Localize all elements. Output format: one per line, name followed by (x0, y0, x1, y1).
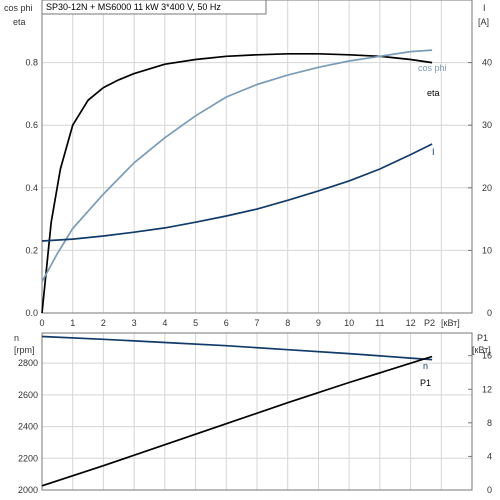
y-right-tick-label: 8 (487, 418, 492, 428)
y-left-tick-label: 0.4 (25, 183, 38, 193)
x-tick-label: 3 (132, 318, 137, 328)
title-box (41, 0, 267, 15)
series-label-p1: P1 (420, 378, 431, 388)
y-right-tick-label: 16 (482, 351, 492, 361)
y-right-tick-label: 0 (487, 485, 492, 495)
bottom-left-axis-label-2: [rpm] (14, 345, 35, 355)
x-tick-label: 2 (101, 318, 106, 328)
chart-title: SP30-12N + MS6000 11 kW 3*400 V, 50 Hz (46, 2, 221, 12)
y-right-tick-label: 4 (487, 451, 492, 461)
series-line-eta (41, 52, 433, 314)
x-axis-unit: [кВт] (441, 318, 460, 328)
y-left-tick-label: 2400 (18, 422, 38, 432)
bottom-chart-panel: n [rpm] P1 [кВт] 2000 2200 2400 2600 2800 0 4 8… (14, 332, 492, 495)
series-line-cos-phi (41, 49, 433, 283)
series-label-i: I (432, 147, 435, 157)
top-left-axis-label-2: eta (13, 17, 26, 27)
x-tick-label: 7 (254, 318, 259, 328)
y-left-tick-label: 0.6 (25, 120, 38, 130)
x-axis-label: P2 (424, 318, 435, 328)
bottom-right-axis-label-1: P1 (477, 333, 488, 343)
y-right-tick-label: 40 (482, 58, 492, 68)
x-tick-label: 10 (344, 318, 354, 328)
bottom-right-axis-label-2: [кВт] (472, 345, 491, 355)
bottom-tick-labels: 2000 2200 2400 2600 2800 0 4 8 12 16 (18, 351, 492, 495)
series-label-cos-phi: cos phi (418, 63, 447, 73)
y-left-tick-label: 0.2 (25, 245, 38, 255)
x-tick-label: 0 (39, 318, 44, 328)
x-tick-label: 5 (193, 318, 198, 328)
y-right-tick-label: 0 (487, 308, 492, 318)
x-tick-label: 12 (406, 318, 416, 328)
bottom-series-lines: n P1 (41, 335, 433, 487)
y-left-tick-label: 2200 (18, 453, 38, 463)
y-left-tick-label: 2000 (18, 485, 38, 495)
x-tick-label: 8 (285, 318, 290, 328)
x-tick-label: 4 (162, 318, 167, 328)
series-line-p1 (41, 355, 433, 487)
bottom-left-axis-label-1: n (14, 333, 19, 343)
x-tick-label: 11 (375, 318, 384, 328)
y-right-tick-label: 30 (482, 120, 492, 130)
y-right-tick-label: 12 (482, 384, 492, 394)
x-tick-label: 1 (70, 318, 75, 328)
series-label-eta: eta (427, 88, 440, 98)
top-series-lines: eta cos phi I (41, 49, 447, 314)
top-right-axis-label-1: I (483, 3, 486, 13)
y-left-tick-label: 2600 (18, 390, 38, 400)
y-left-tick-label: 2800 (18, 358, 38, 368)
top-left-axis-label-1: cos phi (4, 3, 33, 13)
x-tick-label: 6 (224, 318, 229, 328)
x-tick-label: 9 (316, 318, 321, 328)
top-plot-frame (41, 0, 473, 314)
top-chart-panel: SP30-12N + MS6000 11 kW 3*400 V, 50 Hz c… (4, 0, 492, 328)
y-left-tick-label: 0.8 (25, 58, 38, 68)
y-right-tick-label: 10 (482, 245, 492, 255)
series-line-i (41, 143, 433, 242)
bottom-plot-frame (41, 332, 473, 491)
y-left-tick-label: 0.0 (25, 308, 38, 318)
series-label-n: n (423, 361, 428, 371)
series-line-n (41, 335, 433, 361)
y-right-tick-label: 20 (482, 183, 492, 193)
bottom-grid (42, 333, 472, 490)
top-right-axis-label-2: [A] (478, 17, 489, 27)
